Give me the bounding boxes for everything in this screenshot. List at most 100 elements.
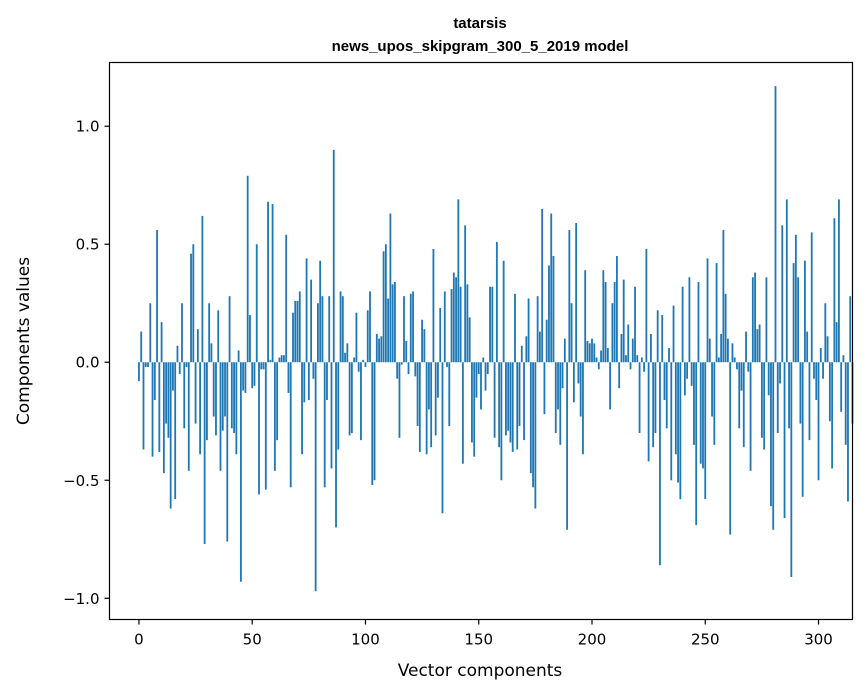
bar <box>838 199 840 363</box>
bar <box>162 362 165 474</box>
bar <box>172 362 174 391</box>
bar <box>536 296 539 363</box>
bar <box>831 362 834 469</box>
bar <box>461 362 464 464</box>
bar <box>473 362 476 457</box>
bar <box>219 362 222 471</box>
bar <box>643 362 645 372</box>
bar <box>298 291 301 363</box>
bar <box>326 362 328 400</box>
bar <box>717 357 720 363</box>
bar <box>810 232 813 363</box>
bar <box>477 362 480 375</box>
chart-title-line-2: news_upos_skipgram_300_5_2019 model <box>332 38 629 55</box>
bar <box>328 296 331 363</box>
bar <box>527 298 530 363</box>
bar <box>187 362 190 471</box>
bar <box>273 362 276 471</box>
bar <box>183 362 186 429</box>
bar <box>792 263 795 363</box>
bar <box>783 362 786 519</box>
bar <box>237 350 240 363</box>
bar <box>493 362 496 438</box>
bar <box>314 362 317 592</box>
bar <box>403 296 405 363</box>
y-axis-ticks: −1.0 −0.5 0.0 0.5 1.0 <box>63 118 110 608</box>
bar <box>661 315 664 363</box>
bar <box>711 362 713 417</box>
bar <box>500 362 503 481</box>
bar <box>765 277 768 363</box>
bar <box>448 362 451 426</box>
bar <box>441 362 444 514</box>
bar <box>364 362 367 367</box>
bar <box>690 362 693 386</box>
bar <box>341 296 344 363</box>
bar <box>674 362 677 455</box>
bar <box>296 300 299 363</box>
plot-frame <box>108 61 854 621</box>
bar <box>824 303 827 363</box>
bar <box>457 199 460 363</box>
bar <box>708 338 711 363</box>
bar <box>212 362 215 417</box>
bar <box>742 362 745 448</box>
bar <box>181 303 183 363</box>
bar <box>246 175 249 363</box>
bar <box>616 256 618 363</box>
bar <box>724 293 727 363</box>
bar <box>774 86 777 363</box>
bar <box>375 333 378 363</box>
bar <box>543 362 546 415</box>
bar <box>289 362 292 488</box>
bar <box>430 362 433 448</box>
bar <box>495 241 498 363</box>
bar <box>516 362 519 450</box>
bar <box>625 355 627 363</box>
bar <box>790 362 793 578</box>
bar <box>849 296 852 363</box>
bar <box>278 357 281 363</box>
bar <box>217 310 220 363</box>
bar <box>505 362 507 436</box>
bar <box>251 362 254 389</box>
y-tick-label: 0.0 <box>76 354 100 372</box>
bar <box>745 331 747 363</box>
bar <box>670 362 673 481</box>
bar <box>147 362 149 367</box>
bar <box>788 362 790 429</box>
bar <box>808 362 811 441</box>
bar <box>523 362 525 441</box>
bar <box>649 333 652 363</box>
bar <box>400 362 403 365</box>
bar <box>804 260 806 363</box>
bar <box>722 230 725 363</box>
bar <box>468 317 471 363</box>
bar <box>414 362 417 377</box>
bar <box>208 303 211 363</box>
bar <box>631 338 634 363</box>
bar <box>706 258 709 363</box>
x-tick-label: 100 <box>351 631 380 649</box>
bar <box>665 362 668 429</box>
bar <box>416 362 419 426</box>
bar <box>815 362 818 400</box>
bar <box>819 348 822 363</box>
bar <box>595 357 598 363</box>
bar <box>292 312 294 363</box>
bar <box>409 293 412 363</box>
bar <box>373 362 376 481</box>
bar <box>239 362 242 582</box>
bar <box>335 362 337 528</box>
bar <box>371 362 374 485</box>
bar <box>337 362 340 450</box>
bar <box>511 362 514 452</box>
bar <box>806 331 809 363</box>
bar <box>826 336 829 363</box>
bar <box>794 234 797 363</box>
bar <box>344 352 346 363</box>
bar <box>199 362 202 455</box>
bar <box>305 258 308 363</box>
bar <box>532 362 534 488</box>
